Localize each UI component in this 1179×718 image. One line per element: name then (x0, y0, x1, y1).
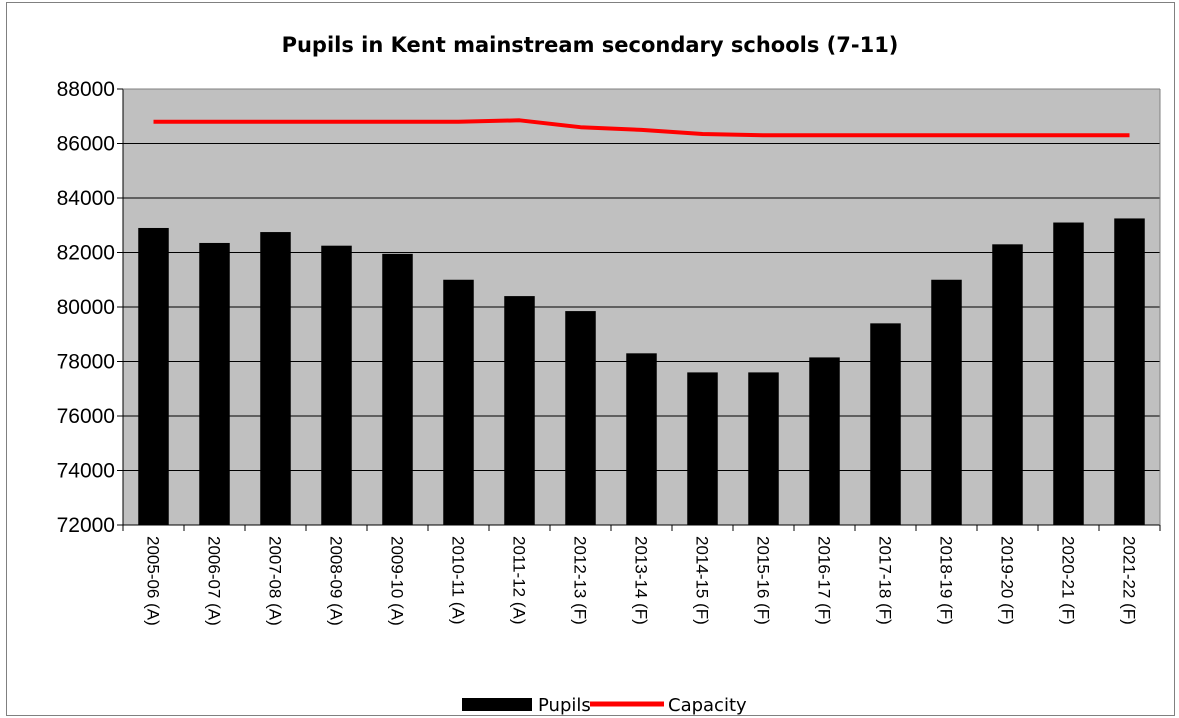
bar-pupils (1053, 222, 1084, 525)
bar-pupils (565, 311, 596, 525)
x-tick-label: 2016-17 (F) (815, 536, 834, 625)
legend-pupils-label: Pupils (538, 695, 591, 716)
y-tick-label: 74000 (57, 460, 115, 483)
legend-capacity-label: Capacity (668, 695, 747, 716)
bar-pupils (504, 296, 535, 525)
x-tick-label: 2006-07 (A) (205, 536, 224, 626)
bar-pupils (870, 323, 901, 525)
x-tick-label: 2020-21 (F) (1059, 536, 1078, 625)
x-tick-label: 2017-18 (F) (876, 536, 895, 625)
plot-area: 72000 74000 76000 78000 80000 82000 84000 86000… (57, 78, 1161, 626)
bar-pupils (321, 245, 352, 525)
y-tick-label: 86000 (57, 133, 115, 156)
y-tick-label: 80000 (57, 296, 115, 319)
x-tick-label: 2013-14 (F) (632, 536, 651, 625)
x-tick-label: 2005-06 (A) (144, 536, 163, 626)
line-capacity (153, 118, 1130, 138)
bar-pupils (809, 357, 840, 525)
y-tick-label: 82000 (57, 242, 115, 265)
y-tick-label: 84000 (57, 187, 115, 210)
legend-pupils-swatch (462, 698, 532, 711)
bar-pupils (626, 353, 657, 525)
bar-pupils (748, 372, 779, 525)
bar-pupils (1114, 218, 1145, 525)
x-tick-label: 2008-09 (A) (327, 536, 346, 626)
x-tick-label: 2009-10 (A) (388, 536, 407, 626)
chart-title: Pupils in Kent mainstream secondary scho… (282, 33, 899, 57)
bar-pupils (138, 227, 169, 525)
x-tick-label: 2007-08 (A) (266, 536, 285, 626)
x-tick-label: 2012-13 (F) (571, 536, 590, 625)
legend: Pupils Capacity (462, 695, 747, 716)
x-tick-label: 2019-20 (F) (998, 536, 1017, 625)
x-tick-label: 2018-19 (F) (937, 536, 956, 625)
y-tick-label: 72000 (57, 514, 115, 537)
bar-pupils (443, 279, 474, 525)
bar-pupils (687, 372, 718, 525)
bar-pupils (199, 242, 230, 525)
bar-pupils (260, 232, 291, 525)
x-tick-label: 2021-22 (F) (1120, 536, 1139, 625)
x-tick-label: 2010-11 (A) (449, 536, 468, 625)
x-tick-label: 2015-16 (F) (754, 536, 773, 625)
x-tick-label: 2014-15 (F) (693, 536, 712, 625)
y-tick-label: 88000 (57, 78, 115, 101)
bar-pupils (931, 279, 962, 525)
bar-pupils (382, 253, 413, 526)
y-tick-label: 78000 (57, 351, 115, 374)
bar-pupils (992, 244, 1023, 525)
x-tick-label: 2011-12 (A) (510, 536, 529, 625)
y-tick-label: 76000 (57, 405, 115, 428)
